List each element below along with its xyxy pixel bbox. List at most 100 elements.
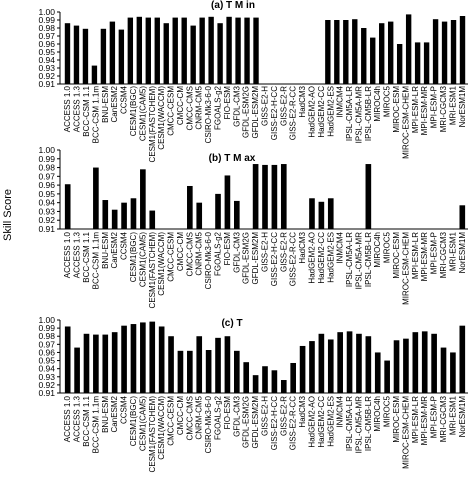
bar bbox=[405, 14, 412, 84]
x-tick-label: NorESM1M bbox=[458, 86, 467, 128]
bar bbox=[187, 185, 193, 229]
bar bbox=[215, 193, 221, 229]
bar bbox=[102, 334, 109, 393]
x-tick-label: HadGEM2-AO bbox=[307, 232, 316, 284]
x-tick-label: INMCM4 bbox=[336, 85, 345, 117]
x-tick-label: MIROC5 bbox=[383, 395, 392, 427]
bar bbox=[149, 321, 156, 393]
bar bbox=[356, 333, 362, 393]
y-tick-label: 0.98 bbox=[38, 23, 55, 33]
x-tick-label: GFDL-ESM2G bbox=[242, 86, 251, 138]
x-tick-label: HadGEM2-AO bbox=[307, 86, 316, 138]
y-tick-label: 0.93 bbox=[38, 372, 55, 382]
bar bbox=[370, 37, 376, 84]
bar bbox=[327, 339, 334, 393]
bar bbox=[280, 380, 287, 393]
x-tick-label: MPI-ESM-MR bbox=[420, 396, 429, 446]
x-tick-label: FGOALS-g2 bbox=[214, 395, 223, 440]
y-tick-label: 0.94 bbox=[38, 364, 55, 374]
bar bbox=[393, 340, 400, 393]
y-tick-label: 0.95 bbox=[38, 356, 55, 366]
bar bbox=[361, 28, 367, 84]
y-tick-label: 1.00 bbox=[38, 145, 55, 155]
x-tick-label: CMCC-CESM bbox=[167, 396, 176, 446]
x-tick-label: GISS-E2-R-CC bbox=[289, 232, 298, 286]
x-tick-label: CSIRO-Mk3-6-0 bbox=[204, 395, 213, 453]
x-tick-label: ACCESS 1.0 bbox=[63, 231, 72, 278]
bar bbox=[111, 332, 118, 393]
x-tick-label: MPI-ESM-LR bbox=[411, 86, 420, 133]
bar bbox=[190, 25, 196, 85]
bar bbox=[172, 17, 178, 85]
x-tick-label: MIROC-ESM bbox=[392, 396, 401, 443]
bar bbox=[379, 23, 385, 84]
bar bbox=[196, 202, 203, 229]
x-tick-label: MPI-ESM-P bbox=[430, 232, 439, 274]
bar bbox=[309, 341, 315, 393]
x-tick-label: FGOALS-g2 bbox=[214, 231, 223, 276]
x-tick-label: HadGEM2-ES bbox=[326, 232, 335, 283]
y-tick-label: 0.91 bbox=[38, 388, 55, 398]
x-tick-label: MRI-ESM1 bbox=[448, 231, 457, 271]
x-tick-label: CESM1(CAM5) bbox=[138, 396, 147, 451]
bar bbox=[102, 200, 109, 229]
y-tick-label: 0.99 bbox=[38, 154, 55, 164]
bar bbox=[233, 350, 240, 393]
x-tick-label: ACCESS 1.3 bbox=[73, 85, 82, 132]
y-tick-label: 0.99 bbox=[38, 15, 55, 25]
y-tick-label: 0.95 bbox=[38, 189, 55, 199]
x-tick-label: GFDL-ESM2M bbox=[251, 232, 260, 285]
bar bbox=[262, 164, 268, 229]
bar bbox=[396, 44, 403, 84]
x-tick-label: GISS-E2-H bbox=[261, 232, 270, 272]
bar bbox=[412, 332, 419, 393]
x-tick-label: GFDL-ESM2G bbox=[242, 396, 251, 448]
x-tick-label: CESM1(CAM5) bbox=[138, 86, 147, 141]
x-tick-label: MIROC4h bbox=[373, 396, 382, 432]
bar bbox=[121, 325, 127, 393]
x-tick-label: MIROC-ESM-CHEM bbox=[401, 232, 410, 305]
x-tick-label: HadGEM2-AO bbox=[307, 396, 316, 448]
x-tick-label: CESM1(BGC) bbox=[129, 396, 138, 447]
x-tick-label: MRI-CGCM3 bbox=[439, 395, 448, 442]
bar bbox=[459, 325, 466, 393]
x-tick-label: CESM1(FASTCHEM) bbox=[148, 232, 157, 309]
x-tick-label: GISS-E2-R-CC bbox=[289, 86, 298, 140]
x-tick-label: GISS-E2-H bbox=[261, 86, 270, 126]
bar bbox=[224, 336, 231, 393]
bar bbox=[140, 322, 146, 393]
x-tick-label: GISS-E2-H bbox=[261, 396, 270, 436]
x-tick-label: FIO-ESM bbox=[223, 86, 232, 120]
bar bbox=[271, 164, 278, 229]
bar bbox=[168, 336, 174, 393]
bar bbox=[187, 350, 193, 393]
y-tick-label: 0.97 bbox=[38, 171, 55, 181]
y-tick-label: 0.92 bbox=[38, 380, 55, 390]
x-tick-label: GFDL-ESM2M bbox=[251, 396, 260, 449]
x-tick-label: ACCESS 1.0 bbox=[63, 395, 72, 442]
x-tick-label: IPSL-CM5A-LR bbox=[345, 86, 354, 141]
x-tick-label: GISS-E2-H-CC bbox=[270, 86, 279, 140]
bar bbox=[158, 326, 165, 393]
x-tick-label: BCC-CSM 1.1m bbox=[91, 232, 100, 290]
panel-title: (a) T M in bbox=[211, 0, 255, 11]
x-tick-label: NorESM1M bbox=[458, 396, 467, 438]
x-tick-label: CESM1(WACCM) bbox=[157, 396, 166, 460]
x-tick-label: CESM1(FASTCHEM) bbox=[148, 396, 157, 473]
bar bbox=[414, 42, 421, 84]
bar bbox=[177, 350, 184, 393]
x-tick-label: CanESM2 bbox=[110, 231, 119, 268]
chart-panel-1: 0.910.920.930.940.950.960.970.980.991.00… bbox=[38, 0, 468, 162]
x-tick-label: FIO-ESM bbox=[223, 396, 232, 430]
x-tick-label: HadCM3 bbox=[298, 85, 307, 117]
x-tick-label: GISS-E2-H-CC bbox=[270, 232, 279, 286]
bar bbox=[196, 336, 203, 393]
bar bbox=[334, 20, 340, 84]
x-tick-label: CMCC-CM bbox=[176, 396, 185, 435]
y-tick-label: 0.95 bbox=[38, 47, 55, 57]
bar bbox=[149, 210, 156, 229]
bar bbox=[309, 198, 315, 229]
bar bbox=[145, 17, 151, 85]
y-tick-label: 0.96 bbox=[38, 39, 55, 49]
